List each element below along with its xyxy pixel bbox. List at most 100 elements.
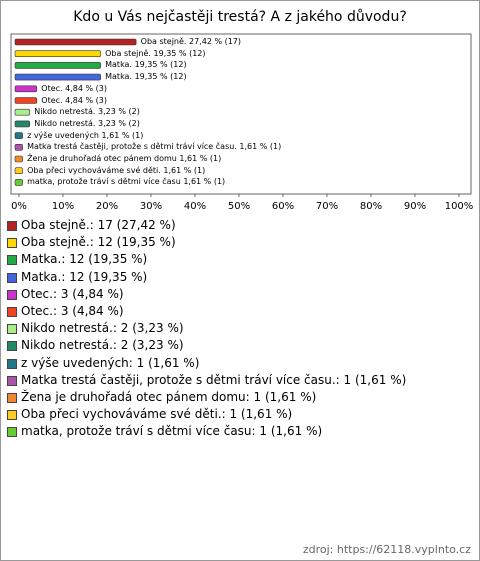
legend-name: Otec. (21, 304, 61, 318)
bar-label-count: 12 (173, 72, 186, 81)
bar (14, 73, 101, 81)
x-tick-label: 10% (52, 201, 74, 212)
legend-value: 19,35 % (93, 270, 147, 284)
legend-count: 2 (121, 321, 137, 335)
chart: 0% 10% 20% 30% 40% 50% 60% 70% 80% 90% 100% (10, 33, 474, 212)
bar (14, 85, 38, 93)
bar-label-value: 4,84 % (65, 84, 99, 93)
chart-title: Kdo u Vás nejčastěji trestá? A z jakého … (73, 9, 407, 25)
legend-value: 1,61 % (270, 390, 317, 404)
bar-label-value: 3,23 % (98, 119, 132, 128)
x-tick-label: 60% (272, 201, 294, 212)
x-tick-label: 0% (11, 201, 27, 212)
source: zdroj: https://62118.vyplnto.cz (302, 543, 471, 556)
bar-label: Oba stejně.27,42 %17 (141, 37, 241, 47)
legend-value: 3,23 % (137, 321, 184, 335)
bar-label-value: 27,42 % (189, 37, 228, 46)
legend-text: Matka.1219,35 % (21, 251, 147, 267)
bar-label-name: Matka. (105, 72, 133, 82)
legend-name: Žena je druhořadá otec pánem domu (21, 390, 254, 404)
legend-name: Oba stejně. (21, 218, 98, 232)
legend-count: 3 (61, 304, 77, 318)
bar-label-name: matka, protože tráví s dětmi více času (27, 177, 181, 187)
bar-label: Nikdo netrestá.3,23 %2 (34, 119, 140, 129)
legend-item: Matka trestá častěji, protože s dětmi tr… (7, 372, 473, 388)
x-tick-label: 100% (445, 201, 474, 212)
x-tick-label: 30% (140, 201, 162, 212)
legend-text: Matka trestá častěji, protože s dětmi tr… (21, 372, 406, 388)
bar-label-count: 1 (135, 131, 143, 140)
bar-label: Matka.19,35 %12 (105, 72, 186, 82)
bar-label-name: Matka. (105, 60, 133, 70)
legend-item: Oba stejně.1727,42 % (7, 217, 473, 233)
bar-label-value: 3,23 % (98, 107, 132, 116)
legend-value: 3,23 % (137, 338, 184, 352)
plot-frame (10, 33, 472, 195)
bar-label-count: 1 (213, 154, 221, 163)
legend: Oba stejně.1727,42 %Oba stejně.1219,35 %… (7, 217, 473, 441)
bar-label-value: 1,61 % (239, 142, 273, 151)
legend-name: Otec. (21, 287, 61, 301)
legend-count: 2 (121, 338, 137, 352)
legend-name: Oba přeci vychováváme své děti. (21, 407, 229, 421)
legend-count: 17 (98, 218, 122, 232)
bar-label-count: 17 (228, 37, 241, 46)
bar-label-count: 3 (99, 84, 107, 93)
x-tick-label: 20% (96, 201, 118, 212)
bar-label-name: Oba stejně. (105, 48, 151, 58)
bar-label-value: 19,35 % (135, 60, 174, 69)
legend-value: 1,61 % (246, 407, 293, 421)
legend-value: 1,61 % (360, 373, 407, 387)
legend-swatch (7, 410, 17, 421)
legend-text: Žena je druhořadá otec pánem domu11,61 % (21, 389, 316, 405)
bar-label-count: 2 (132, 107, 140, 116)
bar (14, 167, 23, 174)
legend-text: Oba stejně.1727,42 % (21, 217, 176, 233)
legend-value: 4,84 % (77, 287, 124, 301)
legend-swatch (7, 255, 17, 266)
legend-value: 27,42 % (121, 218, 175, 232)
legend-name: Matka. (21, 252, 69, 266)
legend-item: Otec.34,84 % (7, 303, 473, 319)
bar-label-count: 1 (197, 166, 205, 175)
bar-label-name: Matka trestá častěji, protože s dětmi tr… (27, 142, 237, 152)
legend-name: Oba stejně. (21, 235, 98, 249)
bar-label-name: Nikdo netrestá. (34, 118, 96, 128)
bar (14, 155, 23, 163)
bar-label-value: 19,35 % (135, 72, 174, 81)
bar (14, 120, 31, 128)
legend-text: Oba stejně.1219,35 % (21, 234, 176, 250)
bar-label-name: Oba přeci vychováváme své děti. (27, 165, 161, 175)
legend-swatch (7, 221, 17, 231)
legend-count: 1 (137, 356, 153, 370)
legend-swatch (7, 427, 17, 438)
legend-count: 12 (98, 235, 122, 249)
bar-label: Matka trestá častěji, protože s dětmi tr… (27, 142, 281, 152)
bar-label-value: 4,84 % (65, 96, 99, 105)
legend-item: Matka.1219,35 % (7, 269, 473, 285)
legend-count: 12 (69, 252, 93, 266)
bar-label-value: 1,61 % (179, 154, 213, 163)
legend-name: z výše uvedených (21, 356, 137, 370)
x-tick-label: 40% (184, 201, 206, 212)
bar (14, 108, 31, 116)
legend-count: 12 (69, 270, 93, 284)
legend-count: 1 (344, 373, 360, 387)
legend-text: Nikdo netrestá.23,23 % (21, 337, 184, 353)
legend-value: 1,61 % (153, 356, 200, 370)
bar-label-count: 2 (132, 119, 140, 128)
bar-label-name: Žena je druhořadá otec pánem domu (27, 154, 177, 163)
bar-label-value: 19,35 % (153, 49, 192, 58)
bar-label-count: 1 (273, 142, 281, 151)
legend-swatch (7, 341, 17, 352)
legend-item: z výše uvedených11,61 % (7, 355, 473, 371)
legend-swatch (7, 289, 17, 300)
bar-label-name: Nikdo netrestá. (34, 107, 96, 117)
legend-item: Otec.34,84 % (7, 286, 473, 302)
legend-item: Nikdo netrestá.23,23 % (7, 320, 473, 336)
bar-label-count: 12 (192, 49, 205, 58)
bar-label-count: 12 (173, 60, 186, 69)
legend-text: Otec.34,84 % (21, 303, 124, 319)
